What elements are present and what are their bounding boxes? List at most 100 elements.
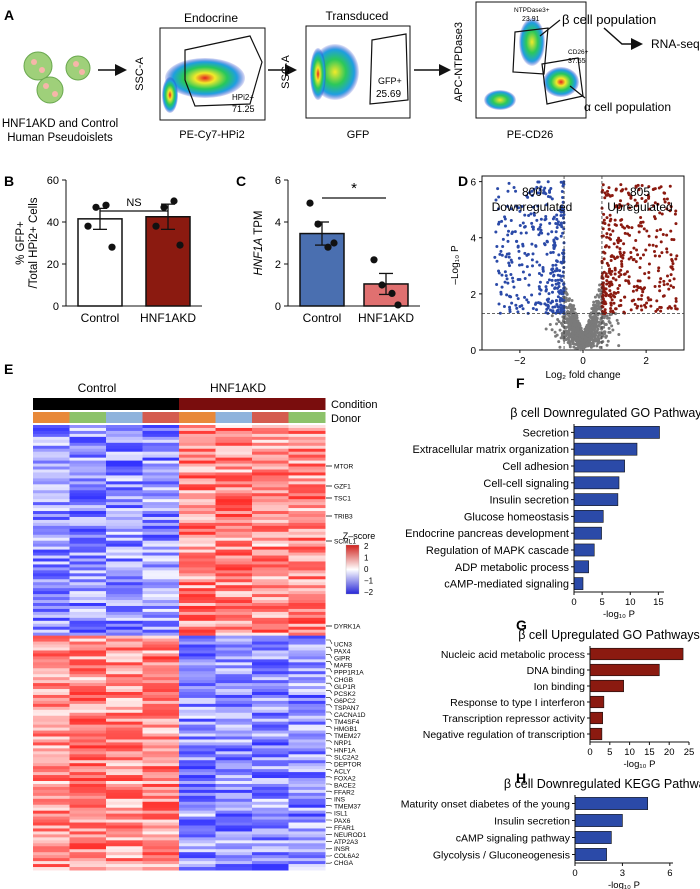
gene-point bbox=[651, 243, 655, 247]
heatmap-cell bbox=[106, 706, 143, 711]
heatmap-cell bbox=[179, 763, 216, 767]
heatmap-cell bbox=[106, 709, 143, 714]
heatmap-cell bbox=[252, 724, 289, 729]
heatmap-cell bbox=[252, 493, 289, 497]
heatmap-cell bbox=[179, 537, 216, 542]
heatmap-cell bbox=[142, 451, 180, 456]
heatmap-cell bbox=[215, 460, 253, 465]
x-tick-label: 3 bbox=[620, 868, 625, 879]
heatmap-cell bbox=[106, 677, 143, 681]
gene-point bbox=[561, 196, 565, 200]
heatmap-cell bbox=[33, 834, 70, 838]
heatmap-cell bbox=[33, 579, 70, 583]
gene-point bbox=[575, 333, 579, 337]
gene-point bbox=[511, 279, 515, 283]
heatmap-cell bbox=[106, 514, 143, 518]
heatmap-cell bbox=[179, 775, 216, 779]
heatmap-cell bbox=[215, 792, 253, 797]
heatmap-cell bbox=[106, 659, 143, 663]
heatmap-cell bbox=[288, 427, 326, 432]
heatmap-cell bbox=[215, 849, 253, 853]
gene-point bbox=[538, 188, 542, 192]
gene-connector bbox=[326, 733, 333, 736]
heatmap-cell bbox=[179, 748, 216, 752]
flow-plot-1-xlabel: PE-Cy7-HPi2 bbox=[179, 129, 244, 141]
gene-point bbox=[516, 245, 520, 249]
gene-point bbox=[617, 270, 621, 274]
heatmap-cell bbox=[215, 822, 253, 826]
heatmap-cell bbox=[142, 478, 180, 482]
heatmap-cell bbox=[215, 632, 253, 637]
gene-point bbox=[553, 330, 557, 334]
heatmap-cell bbox=[106, 828, 143, 832]
heatmap-cell bbox=[69, 469, 107, 473]
gene-point bbox=[556, 278, 560, 282]
heatmap-cell bbox=[69, 632, 107, 637]
bar bbox=[574, 831, 612, 844]
heatmap-cell bbox=[215, 653, 253, 657]
heatmap-cell bbox=[106, 433, 143, 438]
gene-point bbox=[602, 257, 606, 261]
heatmap-cell bbox=[179, 840, 216, 844]
gene-point bbox=[632, 285, 636, 289]
flow-plot-2-ylabel: SSC-A bbox=[280, 55, 292, 89]
heatmap-cell bbox=[252, 831, 289, 835]
heatmap-cell bbox=[142, 801, 180, 806]
gene-point bbox=[636, 183, 640, 187]
heatmap-cell bbox=[69, 478, 107, 482]
gene-point bbox=[565, 329, 569, 333]
heatmap-cell bbox=[252, 647, 289, 651]
gene-point bbox=[619, 298, 623, 302]
gene-label: MTOR bbox=[334, 464, 354, 471]
heatmap-cell bbox=[288, 608, 326, 613]
gene-point bbox=[601, 188, 605, 192]
gene-connector bbox=[326, 718, 333, 722]
gene-point bbox=[604, 272, 608, 276]
gene-point bbox=[607, 281, 611, 285]
heatmap-cell bbox=[106, 703, 143, 708]
heatmap-cell bbox=[69, 638, 107, 643]
alpha-population-label: α cell population bbox=[584, 100, 671, 114]
gene-point bbox=[545, 307, 549, 311]
heatmap-cell bbox=[252, 659, 289, 663]
heatmap-cell bbox=[69, 781, 107, 785]
heatmap-cell bbox=[33, 528, 70, 533]
gene-point bbox=[537, 233, 541, 237]
gene-point bbox=[663, 200, 667, 204]
heatmap-cell bbox=[179, 665, 216, 669]
heatmap-cell bbox=[142, 760, 180, 764]
heatmap-cell bbox=[288, 445, 326, 450]
heatmap-cell bbox=[288, 528, 326, 533]
heatmap-cell bbox=[179, 867, 216, 871]
gene-point bbox=[565, 332, 569, 336]
gene-point bbox=[523, 213, 527, 217]
gene-point bbox=[609, 237, 613, 241]
cells-label-line2: Human Pseudoislets bbox=[7, 132, 113, 144]
heatmap-cell bbox=[69, 552, 107, 557]
gene-point bbox=[558, 274, 562, 278]
gene-point bbox=[559, 214, 563, 218]
heatmap-cell bbox=[33, 635, 70, 640]
heatmap-cell bbox=[142, 858, 180, 862]
heatmap-cell bbox=[252, 783, 289, 788]
heatmap-cell bbox=[288, 472, 326, 476]
gene-connector bbox=[326, 682, 333, 687]
heatmap-cell bbox=[69, 490, 107, 494]
heatmap-cell bbox=[106, 689, 143, 693]
gene-point bbox=[640, 294, 644, 298]
heatmap-cell bbox=[106, 680, 143, 684]
heatmap-cell bbox=[252, 867, 289, 871]
gene-point bbox=[597, 323, 601, 327]
data-point bbox=[160, 203, 168, 211]
heatmap-cell bbox=[288, 490, 326, 494]
heatmap-cell bbox=[252, 689, 289, 693]
heatmap-cell bbox=[33, 783, 70, 788]
heatmap-cell bbox=[215, 724, 253, 729]
heatmap-cell bbox=[106, 511, 143, 515]
gene-point bbox=[554, 236, 558, 240]
gene-point bbox=[607, 223, 611, 227]
gene-point bbox=[611, 328, 615, 332]
gene-point bbox=[659, 277, 663, 281]
gene-point bbox=[627, 257, 631, 261]
gene-point bbox=[658, 211, 662, 215]
